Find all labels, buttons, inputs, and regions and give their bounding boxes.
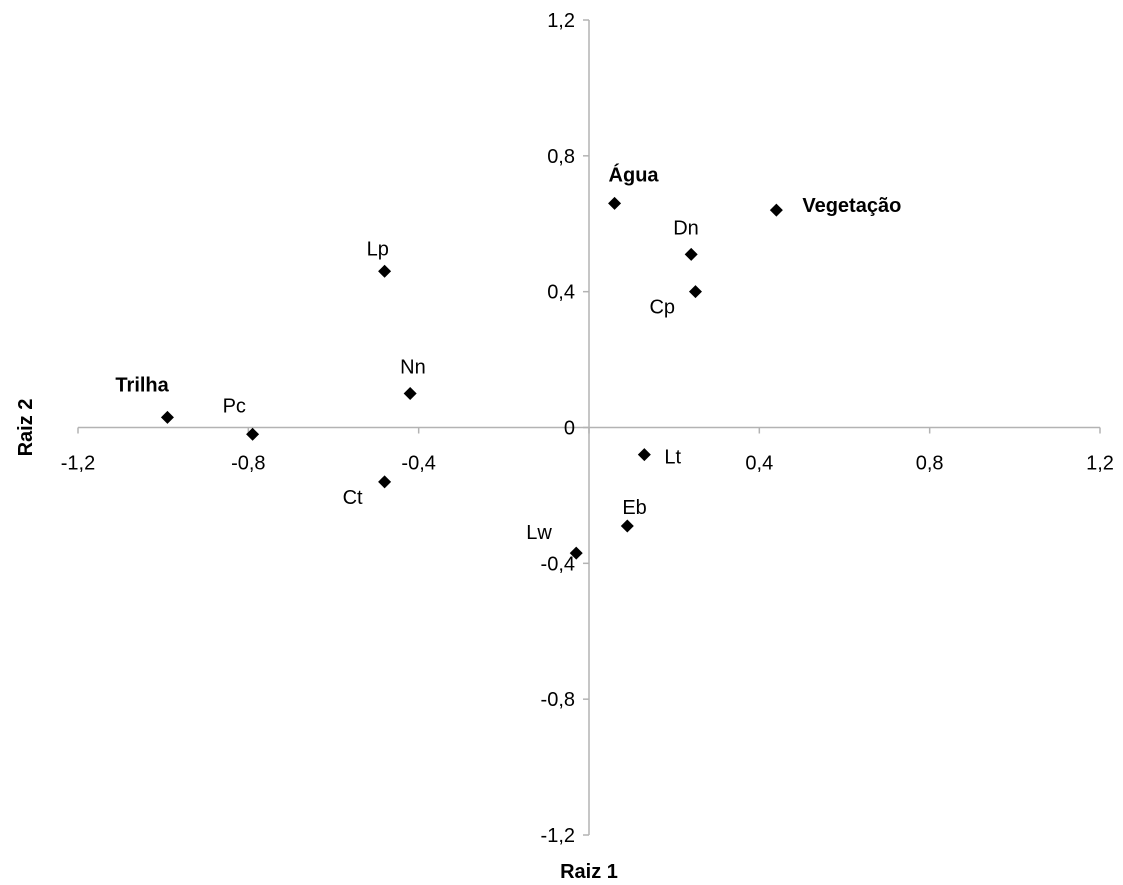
data-point-marker bbox=[688, 285, 702, 299]
data-point-label: Nn bbox=[400, 357, 426, 379]
data-point-label: Água bbox=[609, 163, 660, 186]
data-point-marker bbox=[637, 448, 651, 462]
y-tick-label: 1,2 bbox=[547, 10, 575, 32]
data-point-marker bbox=[684, 247, 698, 261]
y-tick-label: -0,8 bbox=[541, 689, 575, 711]
y-tick-label: 0 bbox=[564, 418, 575, 440]
data-point-marker bbox=[160, 410, 174, 424]
x-tick-label: 0,8 bbox=[916, 453, 944, 475]
x-tick-label: 1,2 bbox=[1086, 453, 1114, 475]
y-ticks: 1,2 0,8 0,4 0 -0,4 -0,8 -1,2 bbox=[541, 10, 589, 847]
data-point-marker bbox=[620, 519, 634, 533]
x-axis-title: Raiz 1 bbox=[560, 861, 618, 883]
x-tick-label: 0,4 bbox=[745, 453, 773, 475]
data-point-label: Trilha bbox=[115, 374, 169, 396]
data-point-label: Pc bbox=[223, 395, 246, 417]
y-tick-label: 0,4 bbox=[547, 282, 575, 304]
y-tick-label: -0,4 bbox=[541, 553, 575, 575]
data-point-marker bbox=[378, 475, 392, 489]
data-point-marker bbox=[378, 264, 392, 278]
y-tick-label: -1,2 bbox=[541, 825, 575, 847]
data-point-label: Ct bbox=[343, 487, 363, 509]
data-point-marker bbox=[569, 546, 583, 560]
y-axis-title: Raiz 2 bbox=[15, 399, 37, 457]
data-point-label: Eb bbox=[622, 497, 646, 519]
x-tick-label: -0,4 bbox=[401, 453, 435, 475]
data-point-marker bbox=[769, 203, 783, 217]
data-point-label: Cp bbox=[649, 297, 675, 319]
data-point-label: Lp bbox=[367, 238, 389, 260]
x-tick-label: -1,2 bbox=[61, 453, 95, 475]
data-point-label: Lw bbox=[526, 522, 552, 544]
data-point-label: Dn bbox=[673, 217, 699, 239]
data-point-marker bbox=[403, 387, 417, 401]
x-tick-label: -0,8 bbox=[231, 453, 265, 475]
data-point-marker bbox=[246, 427, 260, 441]
data-point-label: Lt bbox=[664, 447, 681, 469]
y-tick-label: 0,8 bbox=[547, 146, 575, 168]
data-point-label: Vegetação bbox=[802, 195, 901, 217]
data-point-marker bbox=[608, 196, 622, 210]
data-points: Trilha Pc Ct Nn Lp Lw Eb Lt Água Dn Cp Vegetação bbox=[115, 163, 901, 560]
x-ticks: -1,2 -0,8 -0,4 0,4 0,8 1,2 bbox=[61, 427, 1114, 475]
